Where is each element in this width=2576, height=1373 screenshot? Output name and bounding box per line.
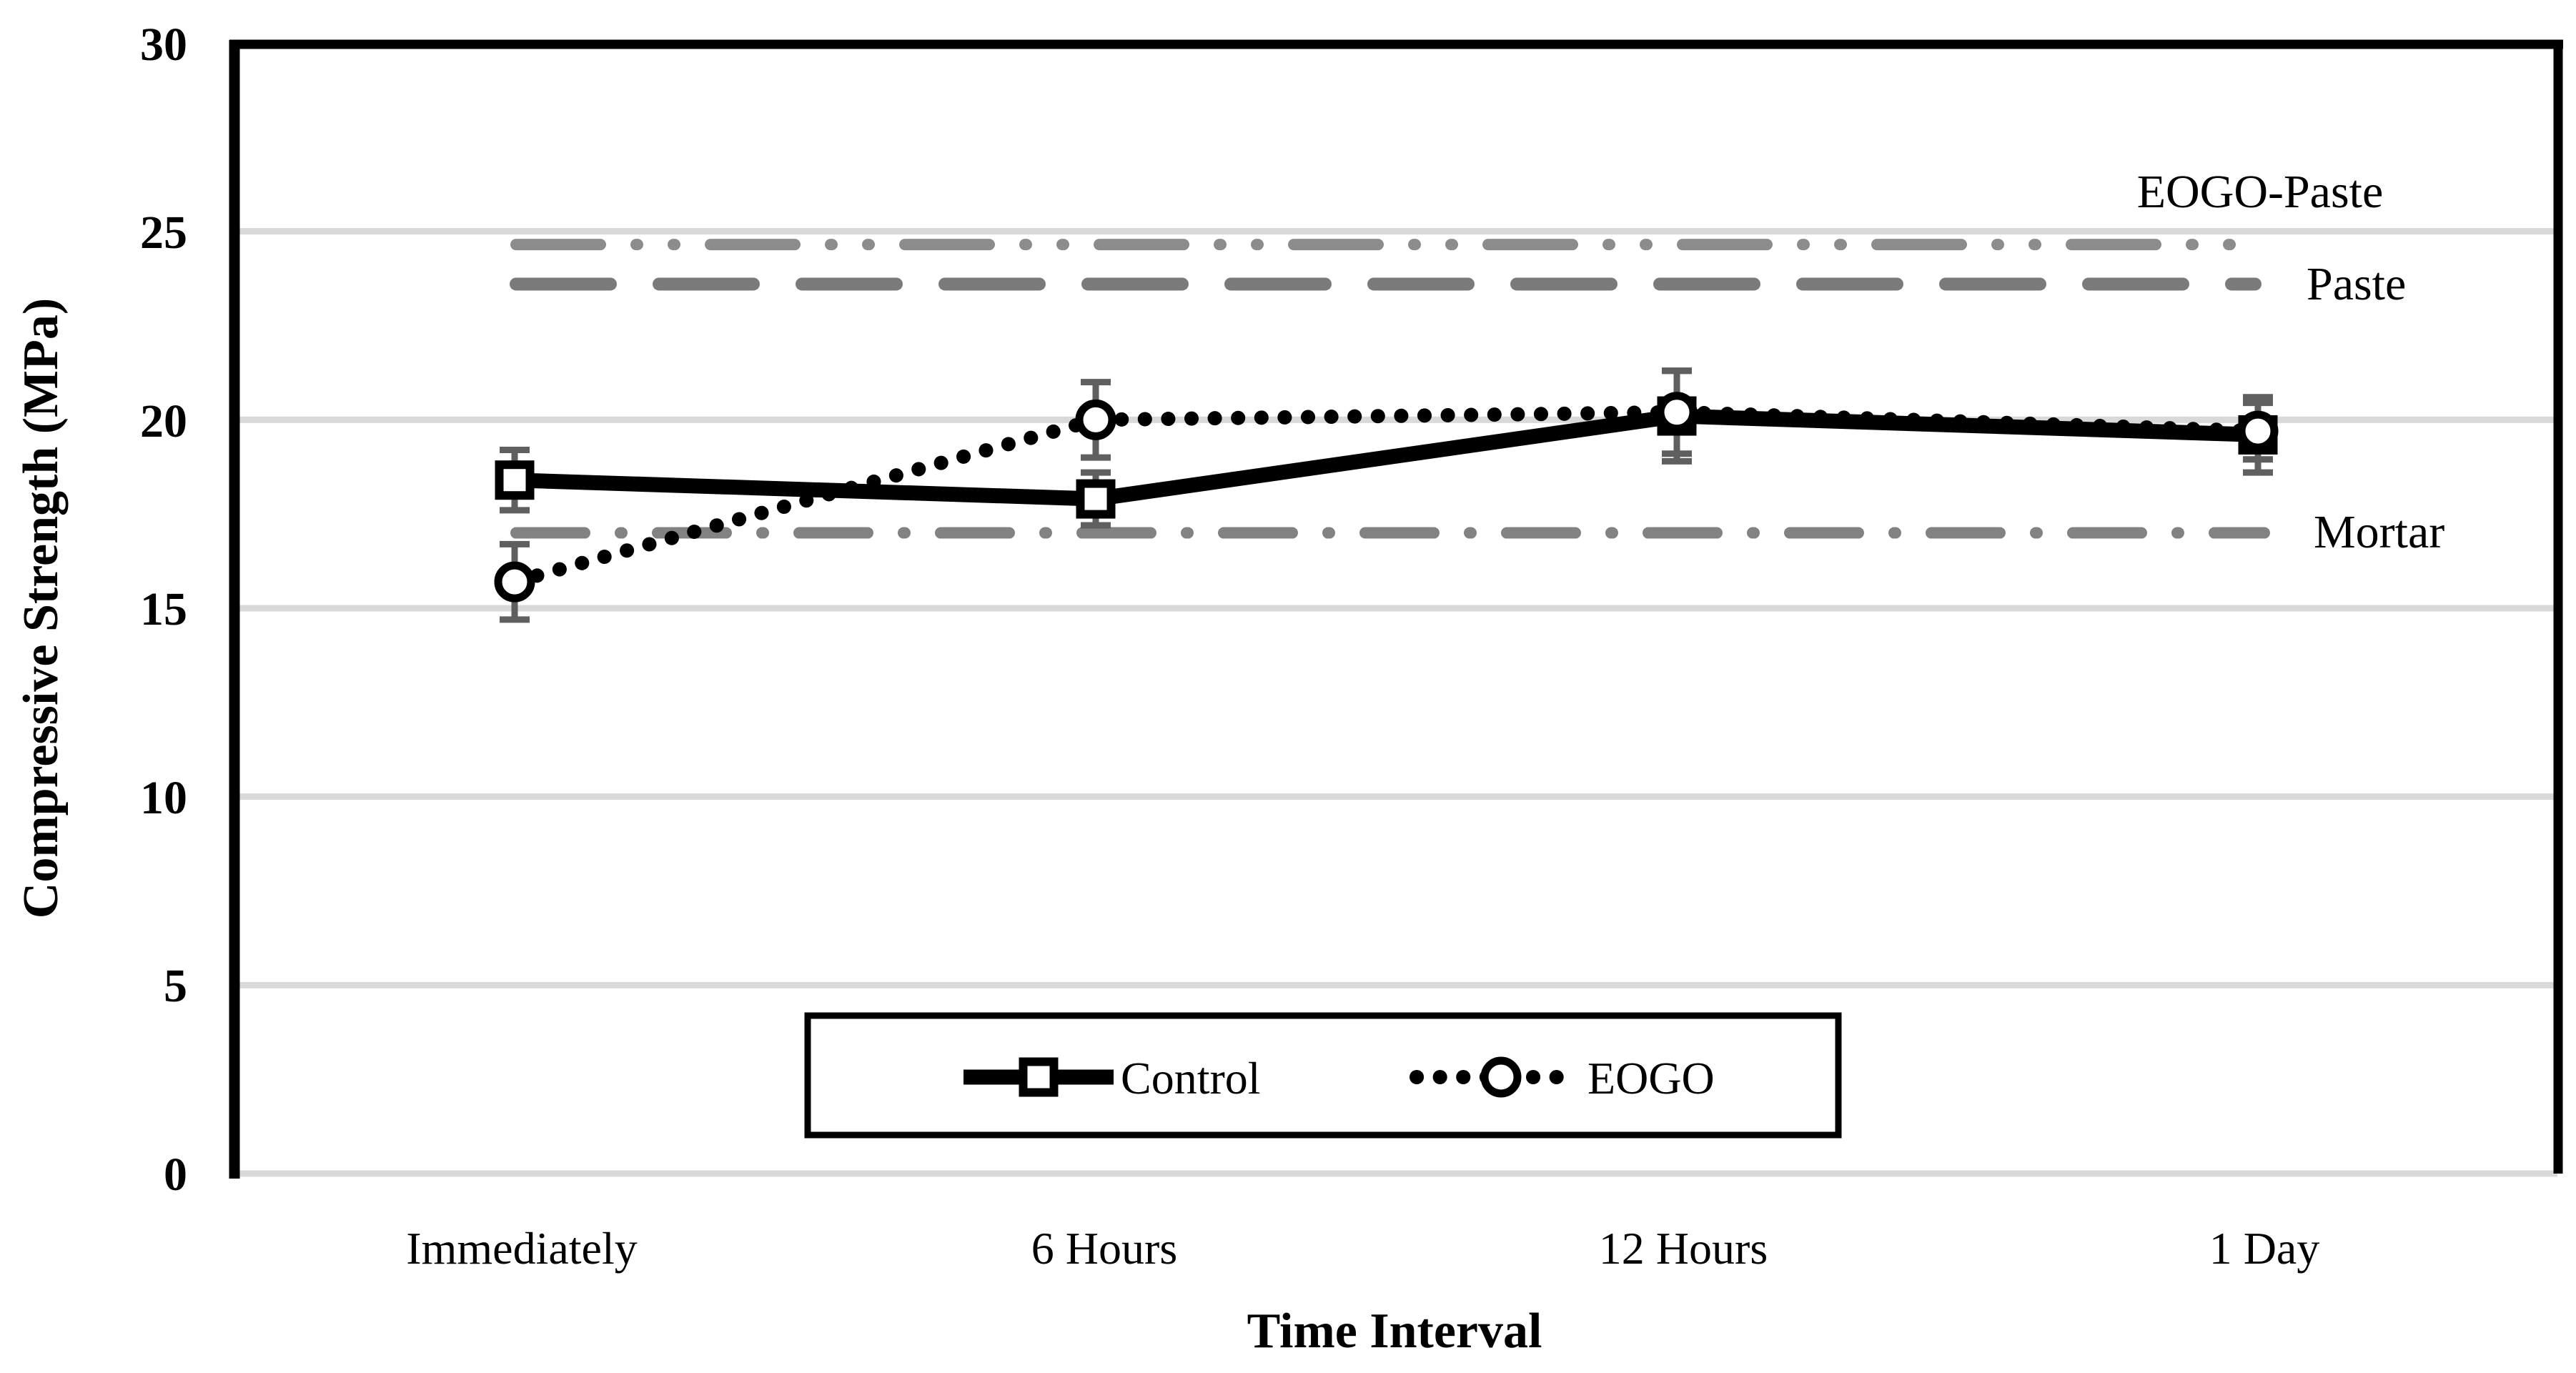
plot-border-layer (229, 39, 2563, 1179)
y-tick-15: 15 (140, 583, 187, 635)
x-tick-6-hours: 6 Hours (1031, 1223, 1177, 1274)
ref-label-eogo-paste: EOGO-Paste (2137, 166, 2384, 218)
series-lines-layer (507, 405, 2265, 590)
marker-control-0 (495, 460, 535, 500)
ref-label-mortar: Mortar (2314, 506, 2444, 558)
legend-label-control: Control (1121, 1053, 1261, 1104)
legend-label-eogo: EOGO (1587, 1053, 1715, 1104)
legend-box: Control EOGO (804, 1012, 1842, 1139)
legend-sample-marker-eogo (1480, 1056, 1522, 1098)
marker-control-1 (1076, 479, 1116, 519)
y-tick-20: 20 (140, 395, 187, 447)
y-tick-30: 30 (140, 19, 187, 71)
reference-lines-layer (510, 239, 2270, 539)
x-tick-12-hours: 12 Hours (1599, 1223, 1768, 1274)
legend-sample-marker-control (1019, 1057, 1059, 1097)
y-tick-0: 0 (164, 1149, 187, 1201)
x-tick-immediately: Immediately (406, 1223, 637, 1274)
marker-eogo-2 (1656, 392, 1698, 433)
series-line-eogo (507, 405, 2265, 590)
marker-eogo-1 (1075, 399, 1116, 440)
y-tick-10: 10 (140, 772, 187, 824)
y-tick-25: 25 (140, 207, 187, 259)
y-tick-5: 5 (164, 960, 187, 1012)
legend-samples (963, 1056, 1577, 1098)
x-axis-title: Time Interval (1247, 1304, 1542, 1359)
ref-label-paste: Paste (2307, 258, 2406, 310)
markers-layer (494, 392, 2279, 603)
marker-eogo-3 (2237, 410, 2279, 452)
series-line-control (514, 408, 2259, 507)
x-tick-1-day: 1 Day (2209, 1223, 2320, 1274)
y-axis-title: Compressive Strength (MPa) (14, 298, 69, 918)
marker-eogo-0 (494, 561, 535, 603)
